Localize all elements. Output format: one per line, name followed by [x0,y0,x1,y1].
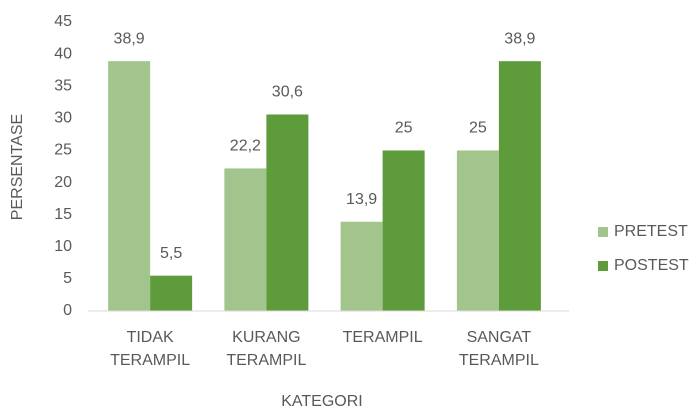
legend-swatch [598,261,608,271]
bar [456,150,499,311]
x-tick-label: KURANG TERAMPIL [226,329,307,369]
data-label: 13,9 [346,191,377,208]
x-tick-label: SANGAT TERAMPIL [458,329,539,369]
x-tick-label: TERAMPIL [342,329,423,346]
y-tick-label: 5 [63,270,72,287]
bar [266,114,309,311]
data-label: 5,5 [160,245,182,262]
data-label: 38,9 [504,30,535,47]
data-label: 25 [395,120,413,137]
y-tick-label: 35 [54,77,72,94]
y-tick-label: 15 [54,206,72,223]
y-tick-label: 10 [54,238,72,255]
bar [382,150,425,311]
y-tick-label: 45 [54,13,72,30]
y-axis-title: PERSENTASE [9,114,26,220]
y-tick-label: 20 [54,174,72,191]
bar [224,168,267,311]
data-label: 22,2 [230,138,261,155]
y-tick-label: 25 [54,142,72,159]
bar [340,221,383,311]
x-axis-title: KATEGORI [281,393,363,410]
data-label: 30,6 [272,84,303,101]
y-tick-label: 40 [54,45,72,62]
legend-label: POSTEST [614,257,689,274]
data-label: 38,9 [114,30,145,47]
y-tick-label: 30 [54,110,72,127]
y-tick-label: 0 [63,302,72,319]
data-label: 25 [469,120,487,137]
bar [108,61,151,312]
bar [150,275,193,311]
bar [498,61,541,312]
legend-swatch [598,227,608,237]
x-tick-label: TIDAK TERAMPIL [110,329,191,369]
legend-label: PRETEST [614,223,688,240]
